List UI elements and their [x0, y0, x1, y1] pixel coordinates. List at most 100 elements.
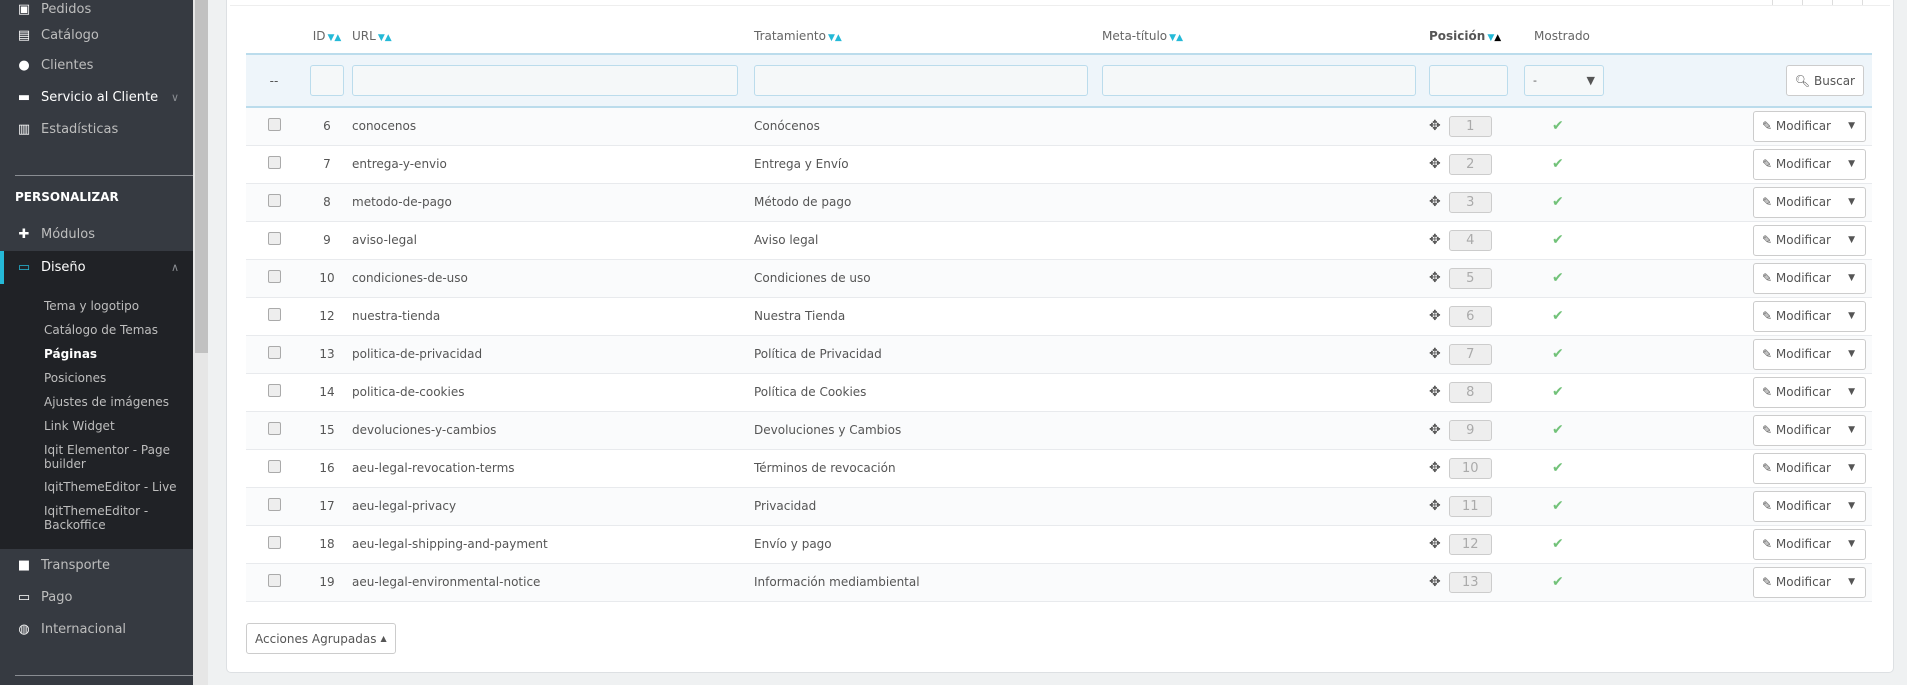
- check-icon[interactable]: ✔: [1552, 308, 1564, 324]
- row-checkbox[interactable]: [267, 270, 281, 283]
- drag-handle-icon[interactable]: ✥: [1429, 573, 1441, 590]
- edit-button[interactable]: ✎ Modificar ▼: [1753, 186, 1866, 218]
- row-checkbox[interactable]: [267, 422, 281, 435]
- caret-down-icon[interactable]: ▼: [1848, 121, 1855, 132]
- submenu-item[interactable]: Ajustes de imágenes: [44, 395, 169, 409]
- check-icon[interactable]: ✔: [1552, 422, 1564, 438]
- edit-button[interactable]: ✎ Modificar ▼: [1753, 300, 1866, 332]
- header-tratamiento[interactable]: Tratamiento ▼▲: [754, 29, 842, 43]
- sidebar-item-servicio[interactable]: ▬ Servicio al Cliente ∨: [0, 81, 193, 113]
- submenu-item[interactable]: Iqit Elementor - Page builder: [44, 443, 170, 471]
- submenu-item[interactable]: IqitThemeEditor - Live: [44, 480, 177, 494]
- row-checkbox[interactable]: [267, 384, 281, 397]
- drag-handle-icon[interactable]: ✥: [1429, 421, 1441, 438]
- filter-tratamiento-input[interactable]: [754, 65, 1088, 96]
- caret-down-icon[interactable]: ▼: [1848, 273, 1855, 283]
- check-icon[interactable]: ✔: [1552, 232, 1564, 248]
- edit-button[interactable]: ✎ Modificar ▼: [1753, 338, 1866, 370]
- edit-button[interactable]: ✎ Modificar ▼: [1753, 224, 1866, 256]
- row-checkbox[interactable]: [267, 346, 281, 359]
- check-icon[interactable]: ✔: [1552, 384, 1564, 400]
- submenu-item-active[interactable]: Páginas: [44, 347, 98, 361]
- submenu-item[interactable]: Tema y logotipo: [44, 299, 140, 313]
- sidebar-item-clientes[interactable]: ● Clientes: [0, 49, 193, 81]
- drag-handle-icon[interactable]: ✥: [1429, 155, 1441, 172]
- drag-handle-icon[interactable]: ✥: [1429, 193, 1441, 210]
- row-checkbox[interactable]: [267, 498, 281, 511]
- edit-button[interactable]: ✎ Modificar ▼: [1753, 414, 1866, 446]
- drag-handle-icon[interactable]: ✥: [1429, 535, 1441, 552]
- caret-down-icon[interactable]: ▼: [1848, 197, 1855, 207]
- sort-icon[interactable]: ▼▲: [377, 33, 392, 43]
- submenu-item[interactable]: Catálogo de Temas: [44, 323, 159, 337]
- sidebar-item-diseno[interactable]: ▭ Diseño ∧: [0, 251, 193, 283]
- sidebar-item-estadisticas[interactable]: ▥ Estadísticas: [0, 113, 193, 145]
- drag-handle-icon[interactable]: ✥: [1429, 307, 1441, 324]
- drag-handle-icon[interactable]: ✥: [1429, 383, 1441, 400]
- submenu-item[interactable]: Posiciones: [44, 371, 107, 385]
- filter-id-input[interactable]: [310, 65, 344, 96]
- check-icon[interactable]: ✔: [1552, 346, 1564, 362]
- sort-icon[interactable]: ▼▲: [1169, 33, 1183, 43]
- header-meta[interactable]: Meta-título ▼▲: [1102, 29, 1183, 43]
- edit-button[interactable]: ✎ Modificar ▼: [1753, 110, 1866, 142]
- row-checkbox[interactable]: [267, 118, 281, 132]
- filter-url-input[interactable]: [352, 65, 738, 96]
- caret-down-icon[interactable]: ▼: [1848, 311, 1855, 321]
- filter-posicion-input[interactable]: [1429, 65, 1508, 96]
- sidebar-item-catalogo[interactable]: ▤ Catálogo: [0, 19, 193, 51]
- sidebar-item-internacional[interactable]: ◍ Internacional: [0, 613, 193, 645]
- row-checkbox[interactable]: [267, 536, 281, 549]
- check-icon[interactable]: ✔: [1552, 194, 1564, 210]
- check-icon[interactable]: ✔: [1552, 460, 1564, 476]
- row-checkbox[interactable]: [267, 232, 281, 245]
- row-checkbox[interactable]: [267, 574, 281, 587]
- filter-mostrado-select[interactable]: - ▼: [1524, 65, 1604, 96]
- check-icon[interactable]: ✔: [1552, 270, 1564, 286]
- sidebar-item-pago[interactable]: ▭ Pago: [0, 581, 193, 613]
- header-posicion[interactable]: Posición ▼▲: [1429, 29, 1502, 43]
- check-icon[interactable]: ✔: [1552, 156, 1564, 172]
- sort-icon[interactable]: ▼▲: [1487, 33, 1502, 43]
- caret-down-icon[interactable]: ▼: [1848, 349, 1855, 359]
- sidebar-item-transporte[interactable]: ■ Transporte: [0, 549, 193, 581]
- drag-handle-icon[interactable]: ✥: [1429, 345, 1441, 362]
- edit-button[interactable]: ✎ Modificar ▼: [1753, 376, 1866, 408]
- caret-down-icon[interactable]: ▼: [1848, 235, 1855, 245]
- sort-icon[interactable]: ▼▲: [827, 33, 842, 43]
- drag-handle-icon[interactable]: ✥: [1429, 269, 1441, 286]
- row-checkbox[interactable]: [267, 460, 281, 473]
- search-button[interactable]: 🔍︎ Buscar: [1785, 65, 1864, 96]
- drag-handle-icon[interactable]: ✥: [1429, 231, 1441, 248]
- edit-button[interactable]: ✎ Modificar ▼: [1753, 566, 1866, 598]
- submenu-item[interactable]: Link Widget: [44, 419, 115, 433]
- bulk-actions-button[interactable]: Acciones Agrupadas ▲: [246, 623, 396, 654]
- check-icon[interactable]: ✔: [1552, 118, 1564, 135]
- header-url[interactable]: URL ▼▲: [352, 29, 392, 43]
- check-icon[interactable]: ✔: [1552, 498, 1564, 514]
- row-checkbox[interactable]: [267, 308, 281, 321]
- sidebar-item-pedidos[interactable]: ▣ Pedidos: [0, 0, 193, 25]
- header-id[interactable]: ID ▼▲: [312, 29, 342, 43]
- filter-meta-input[interactable]: [1102, 65, 1416, 96]
- edit-button[interactable]: ✎ Modificar ▼: [1753, 148, 1866, 180]
- sidebar-item-modulos[interactable]: ✚ Módulos: [0, 218, 193, 250]
- caret-down-icon[interactable]: ▼: [1848, 501, 1855, 511]
- edit-button[interactable]: ✎ Modificar ▼: [1753, 452, 1866, 484]
- edit-button[interactable]: ✎ Modificar ▼: [1753, 490, 1866, 522]
- row-checkbox[interactable]: [267, 194, 281, 207]
- drag-handle-icon[interactable]: ✥: [1429, 117, 1441, 134]
- sort-icon[interactable]: ▼▲: [327, 33, 342, 43]
- drag-handle-icon[interactable]: ✥: [1429, 497, 1441, 514]
- edit-button[interactable]: ✎ Modificar ▼: [1753, 528, 1866, 560]
- caret-down-icon[interactable]: ▼: [1848, 577, 1855, 587]
- caret-down-icon[interactable]: ▼: [1848, 463, 1855, 473]
- check-icon[interactable]: ✔: [1552, 574, 1564, 590]
- submenu-item[interactable]: IqitThemeEditor - Backoffice: [44, 504, 149, 532]
- edit-button[interactable]: ✎ Modificar ▼: [1753, 262, 1866, 294]
- caret-down-icon[interactable]: ▼: [1848, 539, 1855, 549]
- caret-down-icon[interactable]: ▼: [1848, 425, 1855, 435]
- row-checkbox[interactable]: [267, 156, 281, 169]
- check-icon[interactable]: ✔: [1552, 536, 1564, 552]
- scrollbar-thumb[interactable]: [195, 0, 208, 353]
